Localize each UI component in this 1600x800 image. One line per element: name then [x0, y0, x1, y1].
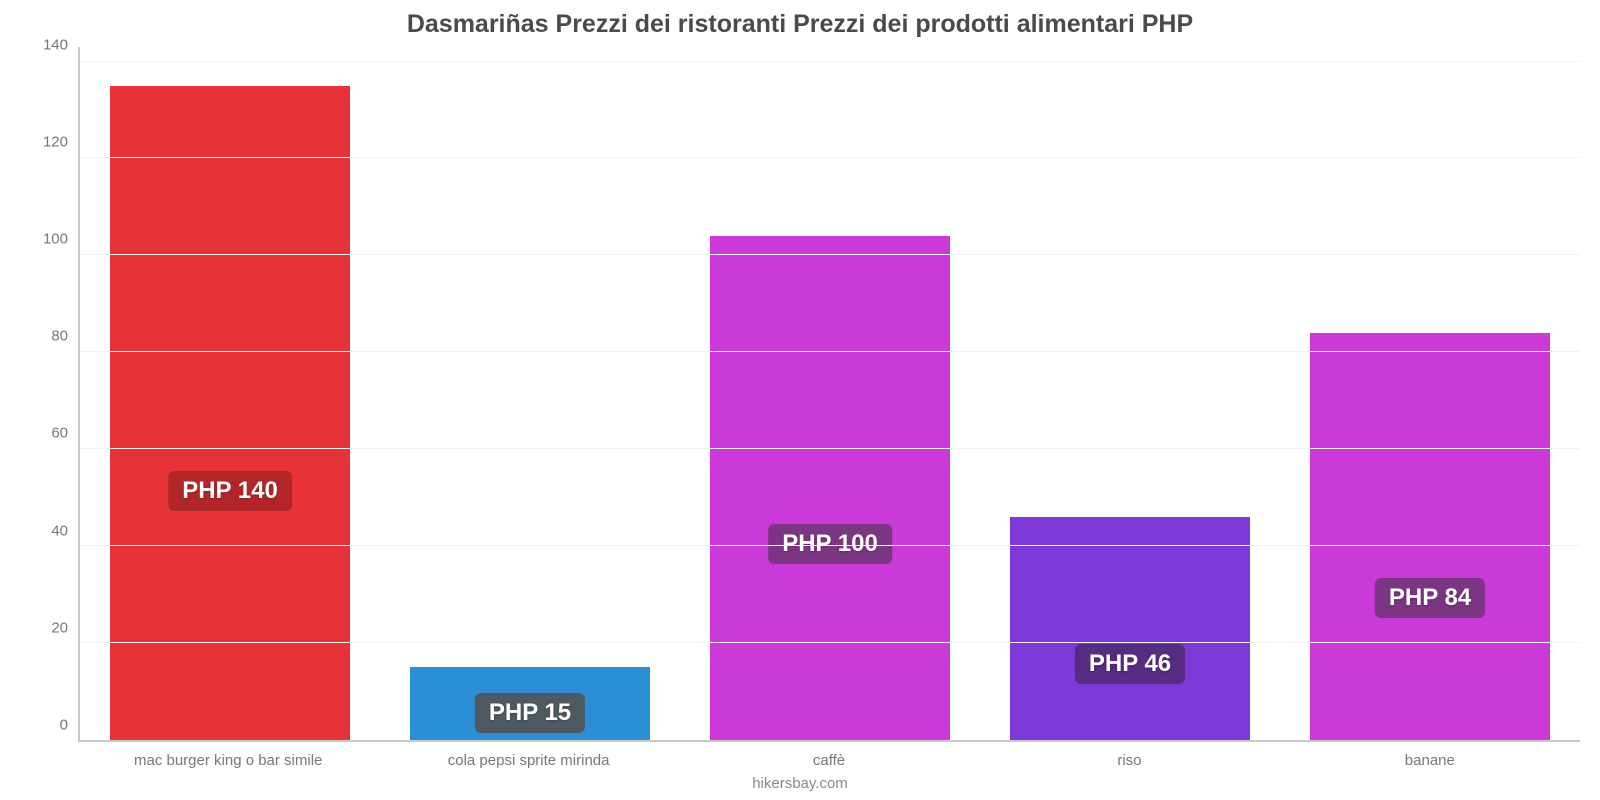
- chart-caption: hikersbay.com: [20, 775, 1580, 792]
- gridline: [80, 642, 1580, 643]
- x-tick-label: mac burger king o bar simile: [78, 752, 378, 769]
- value-badge: PHP 140: [168, 471, 292, 511]
- gridline: [80, 351, 1580, 352]
- chart-title: Dasmariñas Prezzi dei ristoranti Prezzi …: [20, 10, 1580, 39]
- y-tick-label: 40: [51, 522, 68, 539]
- price-bar-chart: Dasmariñas Prezzi dei ristoranti Prezzi …: [0, 0, 1600, 800]
- bar-slot: PHP 46: [980, 47, 1280, 740]
- y-tick-label: 80: [51, 328, 68, 345]
- gridline: [80, 545, 1580, 546]
- y-tick-label: 60: [51, 425, 68, 442]
- bar-slot: PHP 15: [380, 47, 680, 740]
- value-badge: PHP 15: [475, 693, 585, 733]
- bar: PHP 84: [1310, 333, 1550, 740]
- plot-row: 020406080100120140 PHP 140PHP 15PHP 100P…: [20, 47, 1580, 742]
- bar: PHP 100: [710, 236, 950, 740]
- y-tick-label: 120: [43, 133, 68, 150]
- value-badge: PHP 84: [1375, 578, 1485, 618]
- x-tick-label: banane: [1280, 752, 1580, 769]
- gridline: [80, 254, 1580, 255]
- y-tick-label: 20: [51, 619, 68, 636]
- bar: PHP 15: [410, 667, 650, 740]
- gridline: [80, 448, 1580, 449]
- y-axis: 020406080100120140: [20, 47, 78, 742]
- bars-container: PHP 140 PHP 15 PHP 100 PHP 46 PHP 84: [80, 47, 1580, 740]
- x-tick-label: caffè: [679, 752, 979, 769]
- gridline: [80, 61, 1580, 62]
- x-tick-label: cola pepsi sprite mirinda: [378, 752, 678, 769]
- bar-slot: PHP 140: [80, 47, 380, 740]
- bar: PHP 46: [1010, 517, 1250, 740]
- value-badge: PHP 46: [1075, 644, 1185, 684]
- gridline: [80, 157, 1580, 158]
- y-tick-label: 0: [60, 717, 68, 734]
- bar-slot: PHP 84: [1280, 47, 1580, 740]
- x-axis: mac burger king o bar similecola pepsi s…: [78, 742, 1580, 769]
- y-tick-label: 140: [43, 36, 68, 53]
- x-tick-label: riso: [979, 752, 1279, 769]
- bar-slot: PHP 100: [680, 47, 980, 740]
- plot-area: PHP 140 PHP 15 PHP 100 PHP 46 PHP 84: [78, 47, 1580, 742]
- y-tick-label: 100: [43, 231, 68, 248]
- value-badge: PHP 100: [768, 524, 892, 564]
